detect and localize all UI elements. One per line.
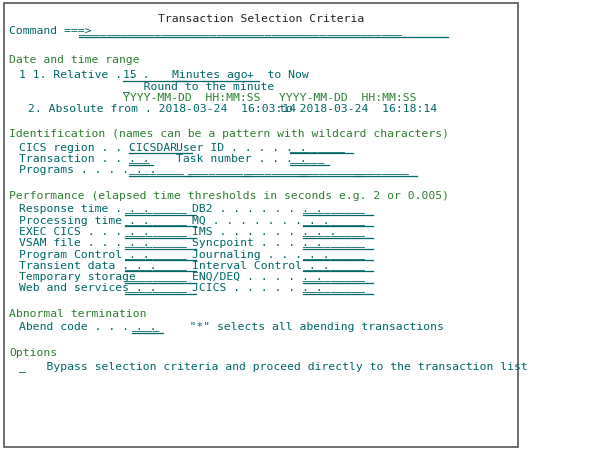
Text: Processing time . .: Processing time . . [19, 215, 156, 225]
Text: _________: _________ [125, 204, 187, 214]
Text: _________: _________ [125, 226, 187, 236]
Text: EXEC CICS . . . . .: EXEC CICS . . . . . [19, 226, 156, 236]
Text: ________: ________ [129, 165, 185, 175]
Text: ________: ________ [354, 165, 409, 175]
Text: Transaction Selection Criteria: Transaction Selection Criteria [158, 14, 364, 24]
Text: "*" selects all abending transactions: "*" selects all abending transactions [162, 322, 444, 331]
Text: YYYY-MM-DD  HH:MM:SS: YYYY-MM-DD HH:MM:SS [279, 92, 417, 102]
Text: _________: _________ [303, 226, 365, 236]
Text: _______________________________________________: ________________________________________… [79, 26, 402, 36]
Text: _________: _________ [303, 283, 365, 293]
Text: 15: 15 [123, 70, 178, 80]
Text: DB2 . . . . . . . .: DB2 . . . . . . . . [192, 204, 323, 214]
Text: _________: _________ [303, 215, 365, 225]
Text: 1 1. Relative . . .: 1 1. Relative . . . [19, 70, 156, 80]
Text: ENQ/DEQ . . . . . .: ENQ/DEQ . . . . . . [192, 272, 330, 281]
Text: Programs . . . . . .: Programs . . . . . . [19, 165, 156, 175]
Text: to 2018-03-24  16:18:14: to 2018-03-24 16:18:14 [279, 104, 437, 114]
Text: Web and services . .: Web and services . . [19, 283, 163, 293]
Text: _________: _________ [303, 204, 365, 214]
Text: CICSDAR: CICSDAR [129, 143, 185, 152]
Text: _________: _________ [303, 238, 365, 248]
Text: Abnormal termination: Abnormal termination [9, 308, 147, 318]
Text: _________: _________ [303, 272, 365, 281]
Text: Task number . . . .: Task number . . . . [176, 154, 307, 164]
Text: Performance (elapsed time thresholds in seconds e.g. 2 or 0.005): Performance (elapsed time thresholds in … [9, 190, 450, 200]
Text: ___: ___ [129, 154, 150, 164]
Text: _________: _________ [125, 238, 187, 248]
Text: CICS region . . . .: CICS region . . . . [19, 143, 156, 152]
Text: Abend code . . . . .: Abend code . . . . . [19, 322, 163, 331]
Text: _________: _________ [125, 260, 187, 270]
Text: 2. Absolute from . 2018-03-24  16:03:14: 2. Absolute from . 2018-03-24 16:03:14 [28, 104, 296, 114]
Text: _________: _________ [303, 249, 365, 259]
Text: ________: ________ [244, 165, 299, 175]
Text: _________: _________ [125, 215, 187, 225]
Text: Date and time range: Date and time range [9, 55, 140, 65]
Text: _________: _________ [125, 249, 187, 259]
Text: Journaling . . . . .: Journaling . . . . . [192, 249, 336, 259]
Text: YYYY-MM-DD  HH:MM:SS: YYYY-MM-DD HH:MM:SS [123, 92, 261, 102]
Text: Transaction . . . .: Transaction . . . . [19, 154, 156, 164]
Text: IMS . . . . . . . . .: IMS . . . . . . . . . [192, 226, 336, 236]
Text: ____: ____ [132, 322, 159, 331]
Text: MQ . . . . . . . . .: MQ . . . . . . . . . [192, 215, 330, 225]
Text: User ID . . . . . .: User ID . . . . . . [176, 143, 307, 152]
Text: _____: _____ [290, 154, 324, 164]
Text: Interval Control . .: Interval Control . . [192, 260, 336, 270]
Text: JCICS . . . . . . .: JCICS . . . . . . . [192, 283, 330, 293]
Text: _  Round to the minute: _ Round to the minute [123, 81, 274, 92]
Text: Response time . . .: Response time . . . [19, 204, 156, 214]
Text: ________: ________ [290, 143, 345, 152]
Text: Transient data . . .: Transient data . . . [19, 260, 163, 270]
Text: ________: ________ [299, 165, 353, 175]
Text: Command ===>: Command ===> [9, 26, 92, 36]
Text: Temporary storage: Temporary storage [19, 272, 156, 281]
Text: VSAM file . . . . .: VSAM file . . . . . [19, 238, 156, 248]
Text: Syncpoint . . . . .: Syncpoint . . . . . [192, 238, 330, 248]
Text: +  to Now: + to Now [240, 70, 309, 80]
Text: _________: _________ [125, 272, 187, 281]
Text: ________: ________ [188, 165, 243, 175]
Text: Identification (names can be a pattern with wildcard characters): Identification (names can be a pattern w… [9, 129, 450, 139]
Text: Minutes ago: Minutes ago [172, 70, 248, 80]
FancyBboxPatch shape [4, 4, 518, 447]
Text: _________: _________ [303, 260, 365, 270]
Text: Program Control . .: Program Control . . [19, 249, 156, 259]
Text: Options: Options [9, 347, 57, 357]
Text: _   Bypass selection criteria and proceed directly to the transaction list: _ Bypass selection criteria and proceed … [19, 360, 527, 371]
Text: _________: _________ [125, 283, 187, 293]
